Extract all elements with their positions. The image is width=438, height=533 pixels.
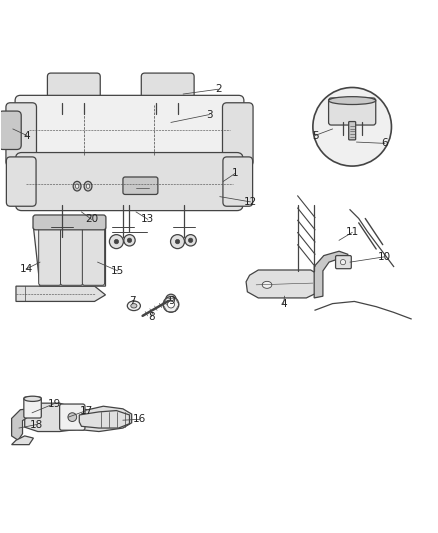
Text: 13: 13 — [141, 214, 155, 224]
FancyBboxPatch shape — [15, 152, 243, 211]
FancyBboxPatch shape — [24, 397, 41, 418]
Text: 3: 3 — [206, 110, 213, 119]
Polygon shape — [16, 286, 106, 302]
Text: 20: 20 — [85, 214, 98, 224]
FancyBboxPatch shape — [60, 404, 85, 430]
FancyBboxPatch shape — [123, 177, 158, 195]
Text: 10: 10 — [378, 252, 391, 262]
Text: 15: 15 — [111, 266, 124, 276]
Circle shape — [127, 238, 132, 243]
Polygon shape — [79, 410, 130, 428]
Text: 19: 19 — [48, 399, 61, 409]
Circle shape — [110, 235, 124, 248]
Text: 2: 2 — [215, 84, 222, 94]
Text: 7: 7 — [129, 296, 136, 305]
Circle shape — [166, 294, 176, 305]
Circle shape — [163, 297, 179, 312]
Text: 18: 18 — [30, 419, 43, 430]
Circle shape — [114, 239, 119, 244]
FancyBboxPatch shape — [15, 95, 244, 165]
Ellipse shape — [75, 184, 79, 188]
Text: 9: 9 — [169, 296, 175, 306]
Circle shape — [124, 235, 135, 246]
Text: 17: 17 — [80, 406, 93, 416]
FancyBboxPatch shape — [7, 157, 36, 206]
Circle shape — [53, 239, 57, 244]
FancyBboxPatch shape — [60, 224, 83, 285]
Circle shape — [175, 239, 180, 244]
FancyBboxPatch shape — [223, 103, 253, 166]
Ellipse shape — [24, 396, 41, 401]
Text: 5: 5 — [312, 131, 318, 141]
Ellipse shape — [73, 181, 81, 191]
Ellipse shape — [86, 184, 90, 188]
Circle shape — [340, 260, 346, 265]
FancyBboxPatch shape — [47, 73, 100, 106]
Polygon shape — [25, 403, 132, 432]
Ellipse shape — [131, 304, 137, 308]
FancyBboxPatch shape — [39, 224, 61, 285]
FancyBboxPatch shape — [82, 224, 105, 285]
FancyBboxPatch shape — [33, 215, 106, 230]
FancyBboxPatch shape — [0, 111, 21, 149]
Text: 6: 6 — [381, 139, 388, 148]
FancyBboxPatch shape — [349, 122, 356, 140]
Polygon shape — [314, 251, 348, 298]
Polygon shape — [246, 270, 321, 298]
Ellipse shape — [262, 281, 272, 288]
Circle shape — [63, 235, 74, 246]
Text: 1: 1 — [232, 168, 239, 178]
Circle shape — [170, 235, 184, 248]
Text: 4: 4 — [24, 131, 30, 141]
Ellipse shape — [127, 301, 141, 311]
Text: 4: 4 — [280, 298, 287, 309]
FancyBboxPatch shape — [328, 98, 376, 125]
Polygon shape — [12, 409, 29, 440]
Circle shape — [185, 235, 196, 246]
FancyBboxPatch shape — [223, 157, 253, 206]
Text: 11: 11 — [346, 228, 359, 237]
Text: 14: 14 — [19, 264, 33, 274]
Ellipse shape — [84, 181, 92, 191]
Circle shape — [68, 413, 77, 422]
Text: 8: 8 — [148, 312, 155, 322]
FancyBboxPatch shape — [141, 73, 194, 106]
Polygon shape — [12, 436, 33, 445]
FancyBboxPatch shape — [336, 256, 351, 269]
Ellipse shape — [328, 96, 376, 104]
Text: 12: 12 — [244, 197, 257, 207]
Circle shape — [313, 87, 392, 166]
Text: 16: 16 — [133, 414, 146, 424]
Circle shape — [66, 238, 71, 243]
Circle shape — [167, 301, 174, 308]
FancyBboxPatch shape — [6, 103, 36, 166]
Polygon shape — [33, 221, 106, 286]
Circle shape — [48, 235, 62, 248]
Circle shape — [188, 238, 193, 243]
